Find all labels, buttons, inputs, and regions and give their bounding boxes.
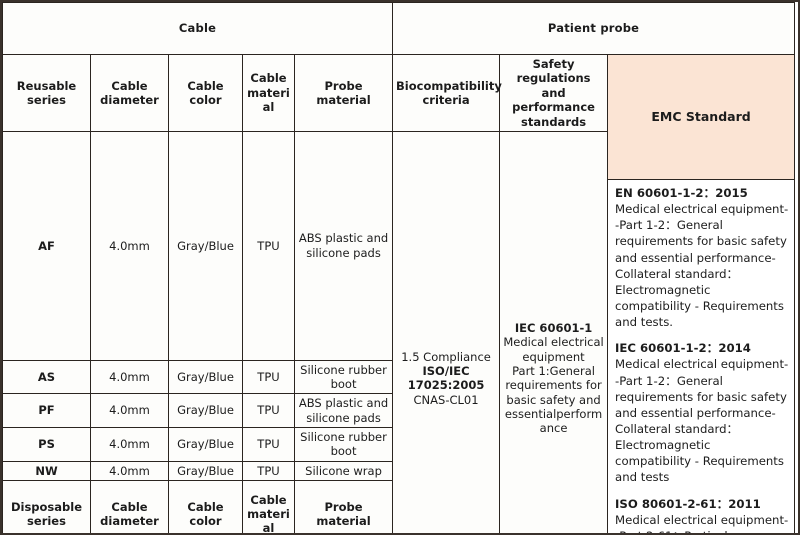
cell-cable-diameter: 4.0mm: [90, 460, 169, 482]
probe-material-line2: material: [316, 92, 371, 107]
safety-line4: standards: [521, 114, 587, 129]
emc-standard-block-3: ISO 80601-2-61：2011 Medical electrical eq…: [615, 496, 789, 533]
cable-material-line1: Cable: [250, 71, 287, 86]
bio-line4: CNAS-CL01: [413, 392, 479, 407]
cell-probe-material: ABS plastic and silicone pads: [293, 130, 394, 361]
table-row: AF 4.0mm Gray/Blue TPU ABS plastic and s…: [2, 130, 795, 533]
cable-diameter-line1: Cable: [111, 78, 148, 93]
cell-series: PF: [2, 393, 91, 429]
emc-block-title: ISO 80601-2-61：2011: [615, 496, 761, 511]
cell-cable-material: TPU: [242, 130, 295, 361]
biocompatibility-line1: Biocompatibility: [396, 78, 502, 93]
cell-cable-material: TPU: [242, 393, 295, 429]
cable-color-line2: color: [189, 92, 222, 107]
cell-cable-material: TPU: [242, 359, 295, 395]
cell-cable-material: TPU: [242, 460, 295, 482]
column-header-cable-material: Cable material: [242, 54, 295, 132]
column-header-cable-material-2: Cable material: [242, 480, 295, 535]
emc-standard-block-1: EN 60601-1-2：2015 Medical electrical equi…: [615, 185, 789, 330]
cell-probe-material: ABS plastic and silicone pads: [293, 393, 394, 429]
disposable-series-line2: series: [27, 514, 66, 529]
cell-cable-color: Gray/Blue: [168, 460, 243, 482]
cable-diameter-line2: diameter: [100, 514, 159, 529]
cell-cable-diameter: 4.0mm: [90, 393, 169, 429]
group-header-patient-probe: Patient probe: [392, 2, 796, 55]
column-header-reusable-series: Reusable series: [2, 54, 91, 132]
cell-probe-material: Silicone rubber boot: [293, 359, 394, 395]
cable-material-line2: material: [247, 506, 290, 535]
reusable-series-line2: series: [27, 92, 66, 107]
table-row: PS 4.0mm Gray/Blue TPU Silicone rubber b…: [2, 427, 795, 462]
cable-color-line2: color: [189, 514, 222, 529]
cell-cable-color: Gray/Blue: [168, 427, 243, 462]
emc-standard-body: EN 60601-1-2：2015 Medical electrical equi…: [608, 180, 794, 533]
cell-cable-diameter: 4.0mm: [90, 427, 169, 462]
cell-probe-material: Silicone wrap: [293, 460, 394, 482]
column-header-cable-color: Cable color: [168, 54, 243, 132]
probe-material-line2: material: [316, 514, 371, 529]
cable-color-line1: Cable: [187, 499, 224, 514]
group-header-row: Cable Patient probe: [2, 2, 796, 55]
emc-block-title: IEC 60601-1-2：2014: [615, 341, 751, 356]
column-header-cable-diameter-2: Cable diameter: [90, 480, 169, 533]
cell-cable-diameter: 4.0mm: [90, 359, 169, 395]
bio-line1: 1.5 Compliance: [401, 349, 491, 364]
probe-material-line1: Probe: [324, 499, 363, 514]
emc-standard-header: EMC Standard: [608, 55, 795, 180]
bio-line3: 17025:2005: [407, 378, 485, 393]
bio-line2: ISO/IEC: [422, 363, 470, 378]
cell-cable-color: Gray/Blue: [168, 393, 243, 429]
column-header-row: Reusable series Cable diameter Cable col…: [2, 54, 796, 533]
column-header-disposable-series: Disposable series: [2, 480, 91, 533]
cell-series: AS: [2, 359, 91, 395]
cable-color-line1: Cable: [187, 78, 224, 93]
group-header-cable: Cable: [2, 2, 394, 55]
column-header-probe-material: Probe material: [293, 54, 394, 132]
biocompatibility-line2: criteria: [422, 92, 470, 107]
cell-cable-diameter: 4.0mm: [90, 130, 169, 361]
cell-cable-color: Gray/Blue: [168, 359, 243, 395]
table-row: NW 4.0mm Gray/Blue TPU Silicone wrap: [2, 460, 795, 482]
emc-block-title: EN 60601-1-2：2015: [615, 186, 748, 200]
cell-cable-material: TPU: [242, 427, 295, 462]
emc-block-text: Medical electrical equipment--Part 1-2：G…: [615, 357, 789, 485]
emc-block-text: Medical electrical equipment--Part 1-2：G…: [615, 202, 789, 330]
column-header-cable-color-2: Cable color: [168, 480, 243, 533]
cell-series: AF: [2, 130, 91, 361]
cable-material-line1: Cable: [250, 492, 287, 507]
column-header-safety-regulations: Safety regulations and performance stand…: [499, 54, 609, 132]
column-header-emc-standard: EMC Standard EN 60601-1-2：2015 Medical ele…: [607, 54, 796, 533]
emc-standard-block-2: IEC 60601-1-2：2014 Medical electrical equ…: [615, 340, 789, 485]
safety-line3: performance: [512, 100, 595, 115]
cell-biocompatibility-criteria: 1.5 Compliance ISO/IEC 17025:2005 CNAS-C…: [392, 130, 501, 533]
cable-material-line2: material: [247, 85, 290, 115]
cell-cable-color: Gray/Blue: [168, 130, 243, 361]
cable-diameter-line2: diameter: [100, 92, 159, 107]
reusable-series-line1: Reusable: [16, 78, 77, 93]
column-header-cable-diameter: Cable diameter: [90, 54, 169, 132]
probe-material-line1: Probe: [324, 78, 363, 93]
cell-series: PS: [2, 427, 91, 462]
emc-block-text: Medical electrical equipment--Part 2-61：…: [615, 512, 789, 533]
mid-header-row: Disposable series Cable diameter Cable c…: [2, 480, 795, 535]
safety-standard-body: Medical electrical equipment Part 1:Gene…: [503, 335, 604, 436]
cell-probe-material: Silicone rubber boot: [293, 427, 394, 462]
safety-line2: regulations and: [516, 71, 591, 100]
disposable-series-line1: Disposable: [10, 499, 83, 514]
safety-line1: Safety: [532, 57, 575, 71]
column-header-probe-material-2: Probe material: [293, 480, 394, 533]
cell-safety-regulations: IEC 60601-1 Medical electrical equipment…: [499, 130, 609, 533]
cable-diameter-line1: Cable: [111, 499, 148, 514]
column-header-biocompatibility: Biocompatibility criteria: [392, 54, 502, 132]
table-row: AS 4.0mm Gray/Blue TPU Silicone rubber b…: [2, 359, 795, 395]
cell-series: NW: [2, 460, 91, 482]
safety-standard-title: IEC 60601-1: [514, 320, 593, 335]
